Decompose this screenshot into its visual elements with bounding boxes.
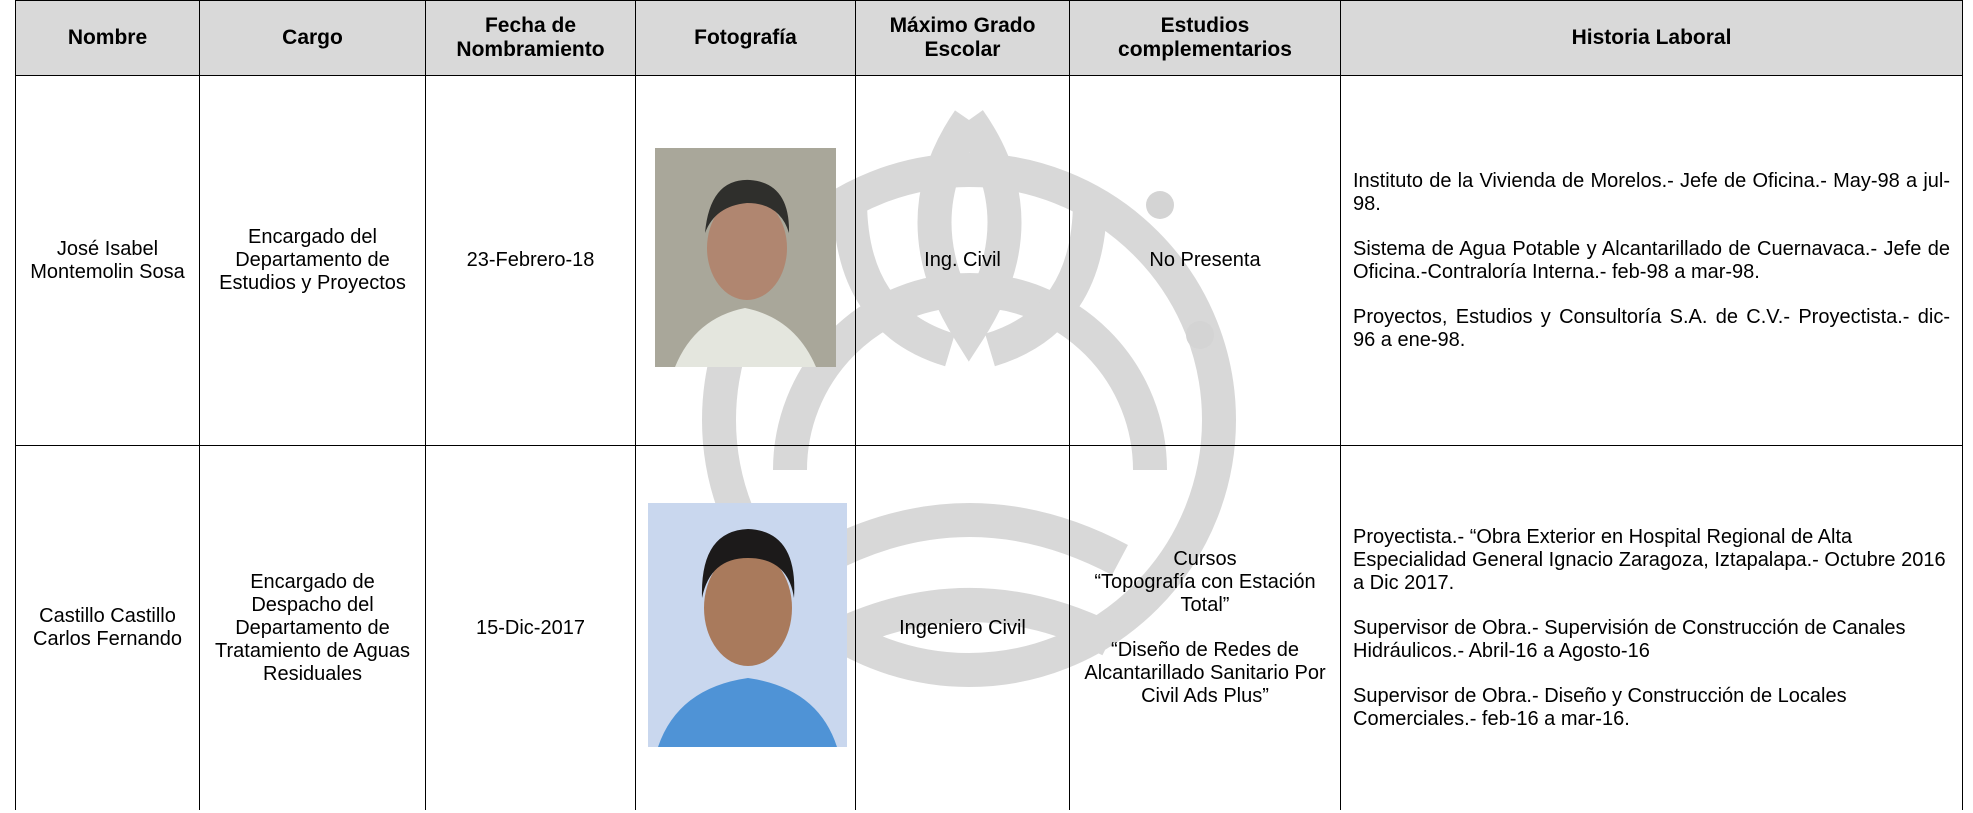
name-cell: José Isabel Montemolin Sosa [15,75,200,446]
row: Castillo Castillo Carlos Fernando Encarg… [15,445,1963,810]
studies-cell: Cursos “Topografía con Estación Total” “… [1069,445,1341,810]
header-cell: Nombre [15,0,200,76]
degree-cell: Ingeniero Civil [855,445,1070,810]
header-cell: Cargo [199,0,426,76]
row: José Isabel Montemolin Sosa Encargado de… [15,75,1963,446]
position-cell: Encargado del Departamento de Estudios y… [199,75,426,446]
header-cell: Fotografía [635,0,856,76]
studies-cell: No Presenta [1069,75,1341,446]
history-item: Sistema de Agua Potable y Alcantarillado… [1353,237,1950,283]
history-item: Proyectista.- “Obra Exterior en Hospital… [1353,525,1946,594]
studies-item: “Diseño de Redes de Alcantarillado Sanit… [1084,639,1326,707]
position-cell: Encargado de Despacho del Departamento d… [199,445,426,810]
photo-cell [635,75,856,446]
date-cell: 23-Febrero-18 [425,75,636,446]
history-item: Proyectos, Estudios y Consultoría S.A. d… [1353,305,1950,351]
date-cell: 15-Dic-2017 [425,445,636,810]
header-cell: Historia Laboral [1340,0,1963,76]
name-cell: Castillo Castillo Carlos Fernando [15,445,200,810]
history-item: Instituto de la Vivienda de Morelos.- Je… [1353,169,1950,215]
history-cell: Proyectista.- “Obra Exterior en Hospital… [1340,445,1963,810]
photo [648,503,847,747]
photo [655,148,836,367]
header-cell: Fecha de Nombramiento [425,0,636,76]
photo-cell [635,445,856,810]
staff-table: Nombre Cargo Fecha de Nombramiento Fotog… [15,0,1963,810]
header-cell: Estudios complementarios [1069,0,1341,76]
studies-item: No Presenta [1149,249,1261,271]
studies-item: Cursos [1173,548,1237,570]
degree-cell: Ing. Civil [855,75,1070,446]
history-item: Supervisor de Obra.- Supervisión de Cons… [1353,616,1906,662]
studies-item: “Topografía con Estación Total” [1094,571,1316,616]
header-cell: Máximo Grado Escolar [855,0,1070,76]
header-row: Nombre Cargo Fecha de Nombramiento Fotog… [15,0,1963,76]
history-cell: Instituto de la Vivienda de Morelos.- Je… [1340,75,1963,446]
history-item: Supervisor de Obra.- Diseño y Construcci… [1353,684,1847,730]
